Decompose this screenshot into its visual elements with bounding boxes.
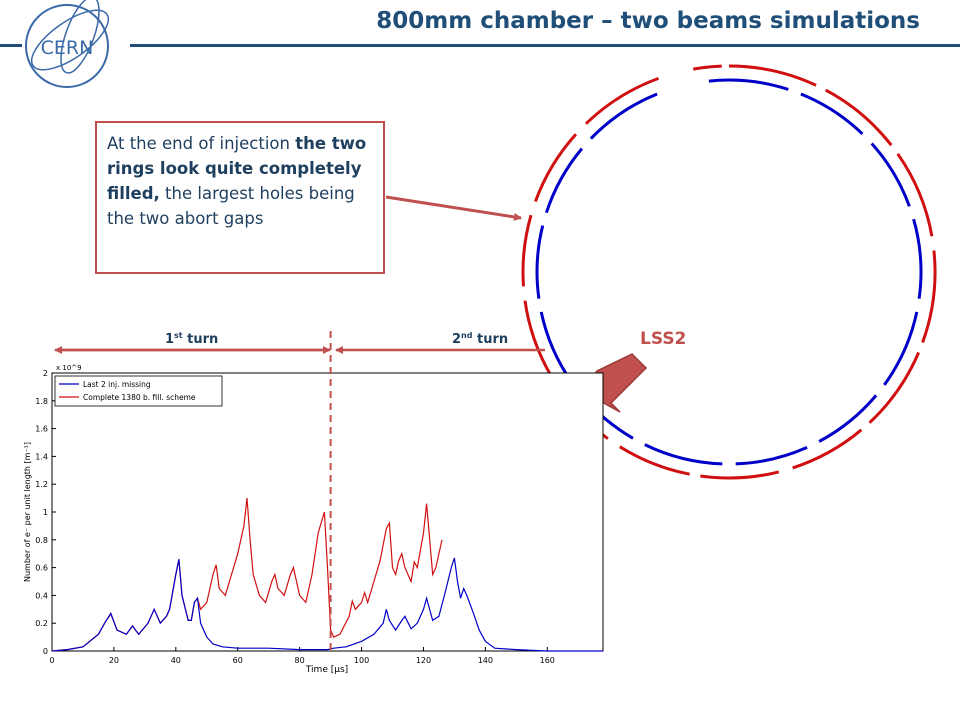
ring-arc bbox=[708, 78, 789, 91]
y-tick-label: 1.2 bbox=[35, 480, 48, 489]
ring-arc bbox=[589, 92, 658, 140]
x-tick-label: 140 bbox=[478, 656, 493, 665]
x-tick-label: 100 bbox=[354, 656, 369, 665]
y-tick-label: 0.4 bbox=[35, 591, 48, 600]
title-rule-left bbox=[0, 44, 22, 47]
ring-arc bbox=[728, 64, 817, 87]
callout-box: At the end of injection the two rings lo… bbox=[95, 121, 385, 274]
ring-arc bbox=[870, 142, 911, 207]
logo-orbit-2 bbox=[60, 0, 100, 74]
second-turn-label: 2nd turn bbox=[452, 331, 508, 347]
ring-arc bbox=[735, 446, 808, 466]
callout-text-2: the largest holes being the two abort ga… bbox=[107, 184, 355, 228]
lss2-label: LSS2 bbox=[640, 329, 686, 349]
axis-ticks: 0 20 40 60 80 100 120 140 160 0 0.2 0.4 0.6 0.8 1 1.2 1.… bbox=[35, 369, 555, 665]
y-tick-label: 1.4 bbox=[35, 452, 48, 461]
x-tick-label: 160 bbox=[540, 656, 555, 665]
ring-arc bbox=[533, 133, 578, 203]
callout-text-1: At the end of injection bbox=[107, 134, 296, 153]
y-multiplier: x 10^9 bbox=[56, 364, 82, 372]
x-tick-label: 120 bbox=[416, 656, 431, 665]
ring-arc bbox=[818, 394, 878, 443]
title-rule bbox=[130, 44, 960, 47]
ring-arc bbox=[912, 218, 923, 299]
y-tick-label: 0.8 bbox=[35, 536, 48, 545]
logo-ring bbox=[25, 4, 109, 88]
y-tick-label: 1.6 bbox=[35, 425, 48, 434]
ring-arc bbox=[868, 351, 920, 424]
x-tick-label: 60 bbox=[233, 656, 243, 665]
ring-arc bbox=[523, 300, 552, 376]
ring-arc bbox=[896, 152, 934, 237]
y-tick-label: 0.6 bbox=[35, 564, 48, 573]
cern-logo: CERN bbox=[25, 0, 110, 88]
ring-arc bbox=[644, 443, 723, 466]
ring-arc bbox=[883, 311, 919, 386]
ring-arc bbox=[584, 76, 660, 125]
ring-arc bbox=[824, 88, 893, 147]
x-tick-label: 0 bbox=[49, 656, 54, 665]
y-tick-label: 1.8 bbox=[35, 397, 48, 406]
logo-orbit-1 bbox=[30, 9, 110, 71]
legend-label-blue: Last 2 inj. missing bbox=[83, 380, 151, 389]
ring-arc bbox=[800, 92, 864, 135]
ring-arc bbox=[535, 225, 545, 299]
callout-arrow bbox=[385, 195, 522, 221]
x-tick-label: 40 bbox=[171, 656, 181, 665]
y-tick-label: 1 bbox=[43, 508, 48, 517]
callout-bold-text: the two rings look quite completely fill… bbox=[107, 134, 367, 203]
electron-density-chart: 0 20 40 60 80 100 120 140 160 0 0.2 0.4 0.6 0.8 1 1.2 1.… bbox=[23, 331, 604, 675]
logo-text: CERN bbox=[41, 37, 94, 59]
y-tick-label: 0 bbox=[43, 647, 48, 656]
ring-arc bbox=[692, 64, 722, 71]
ring-arc bbox=[700, 470, 780, 480]
first-turn-label: 1st turn bbox=[165, 331, 218, 347]
x-tick-label: 20 bbox=[109, 656, 119, 665]
legend-box bbox=[54, 375, 223, 407]
legend-label-red: Complete 1380 b. fill. scheme bbox=[83, 393, 196, 402]
plot-frame bbox=[51, 372, 604, 652]
y-tick-label: 0.2 bbox=[35, 619, 48, 628]
x-axis-label: Time [μs] bbox=[305, 665, 348, 675]
slide-title: 800mm chamber – two beams simulations bbox=[376, 8, 920, 34]
y-axis-label: Number of e⁻ per unit length [m⁻¹] bbox=[23, 442, 32, 582]
chart-legend: Last 2 inj. missing Complete 1380 b. fil… bbox=[54, 375, 223, 407]
x-tick-label: 80 bbox=[295, 656, 305, 665]
ring-arc bbox=[544, 147, 584, 214]
ring-arc bbox=[521, 214, 533, 287]
ring-arc bbox=[619, 445, 690, 476]
ring-arc bbox=[921, 250, 937, 344]
ring-arc bbox=[792, 428, 863, 470]
turn-annotations: 1st turn 2nd turn bbox=[54, 331, 545, 354]
y-tick-label: 2 bbox=[43, 369, 48, 378]
